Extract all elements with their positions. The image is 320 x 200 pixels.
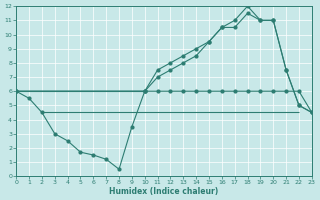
X-axis label: Humidex (Indice chaleur): Humidex (Indice chaleur) — [109, 187, 219, 196]
